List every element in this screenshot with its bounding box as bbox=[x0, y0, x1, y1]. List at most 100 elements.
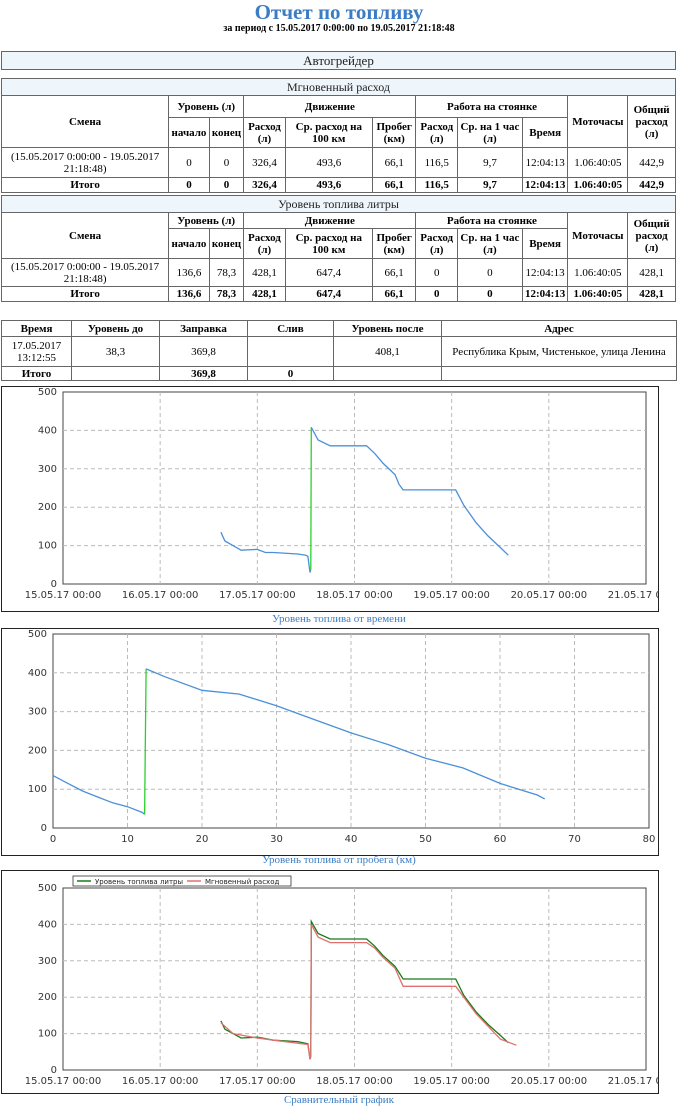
x-tick-label: 18.05.17 00:00 bbox=[316, 590, 393, 601]
chart-title: Сравнительный график bbox=[283, 1094, 395, 1106]
col-level-before: Уровень до bbox=[71, 320, 160, 337]
cell: 1.06:40:05 bbox=[567, 258, 629, 287]
cell: 369,8 bbox=[159, 336, 248, 367]
col-start: начало bbox=[168, 117, 210, 148]
col-address: Адрес bbox=[441, 320, 677, 337]
chart-svg: 15.05.17 00:00 16.05.17 00:00 17.05.17 00:… bbox=[1, 870, 659, 1094]
cell: 66,1 bbox=[371, 147, 417, 178]
cell: 66,1 bbox=[371, 177, 417, 193]
col-motohours: Моточасы bbox=[567, 95, 629, 148]
cell: 1.06:40:05 bbox=[567, 286, 629, 302]
x-tick-label: 18.05.17 00:00 bbox=[316, 1076, 393, 1087]
cell: 0 bbox=[208, 147, 245, 178]
cell: 136,6 bbox=[168, 286, 210, 302]
y-tick-label: 100 bbox=[38, 541, 57, 552]
col-perhour: Ср. на 1 час (л) bbox=[456, 228, 523, 259]
cell: 116,5 bbox=[415, 147, 459, 178]
table-row: 17.05.2017 13:12:55 38,3 369,8 408,1 Республ… bbox=[1, 336, 677, 367]
x-tick-label: 21.05.17 00:00 bbox=[608, 1076, 659, 1087]
y-tick-label: 200 bbox=[38, 992, 57, 1003]
cell: 369,8 bbox=[159, 366, 248, 381]
y-tick-label: 200 bbox=[28, 745, 47, 756]
y-tick-label: 0 bbox=[51, 1065, 57, 1076]
cell bbox=[71, 366, 160, 381]
col-mileage: Пробег (км) bbox=[371, 117, 417, 148]
cell: 12:04:13 bbox=[521, 286, 569, 302]
cell: 78,3 bbox=[208, 258, 245, 287]
x-tick-label: 20.05.17 00:00 bbox=[511, 590, 588, 601]
cell: 1.06:40:05 bbox=[567, 177, 629, 193]
cell: 0 bbox=[247, 366, 334, 381]
y-tick-label: 400 bbox=[38, 919, 57, 930]
table-row: (15.05.2017 0:00:00 - 19.05.2017 21:18:4… bbox=[0, 258, 676, 287]
col-shift: Смена bbox=[0, 95, 170, 148]
col-end: конец bbox=[208, 117, 245, 148]
fuel-level-table: Уровень топлива литры Смена Уровень (л) … bbox=[0, 195, 676, 302]
col-level: Уровень (л) bbox=[168, 95, 245, 118]
x-tick-label: 20.05.17 00:00 bbox=[511, 1076, 588, 1087]
chart-title: Уровень топлива от времени bbox=[272, 613, 406, 625]
cell: 428,1 bbox=[627, 258, 676, 287]
x-tick-label: 15.05.17 00:00 bbox=[25, 1076, 102, 1087]
y-tick-label: 300 bbox=[38, 464, 57, 475]
col-perhour: Ср. на 1 час (л) bbox=[457, 117, 523, 148]
chart-svg: 15.05.17 00:00 16.05.17 00:00 17.05.17 00:… bbox=[1, 386, 659, 612]
col-avg100: Ср. расход на 100 км bbox=[284, 228, 373, 259]
chart-level-time: 15.05.17 00:00 16.05.17 00:00 17.05.17 00:… bbox=[1, 386, 659, 612]
col-consumption: Расход (л) bbox=[243, 228, 286, 259]
col-pconsumption: Расход (л) bbox=[415, 117, 459, 148]
col-avg100: Ср. расход на 100 км bbox=[284, 117, 373, 148]
col-parking: Работа на стоянке bbox=[415, 95, 569, 118]
vehicle-name: Автогрейдер bbox=[1, 51, 676, 70]
col-refuel: Заправка bbox=[159, 320, 248, 337]
cell: 66,1 bbox=[371, 258, 417, 287]
cell: 78,3 bbox=[208, 286, 245, 302]
col-time: Время bbox=[521, 117, 569, 148]
x-tick-label: 40 bbox=[345, 834, 358, 845]
cell: 493,6 bbox=[284, 177, 373, 193]
y-tick-label: 400 bbox=[28, 668, 47, 679]
cell bbox=[247, 336, 334, 367]
x-tick-label: 20 bbox=[196, 834, 209, 845]
col-level-after: Уровень после bbox=[333, 320, 442, 337]
y-tick-label: 400 bbox=[38, 425, 57, 436]
y-tick-label: 100 bbox=[38, 1029, 57, 1040]
col-time: Время bbox=[521, 228, 569, 259]
y-tick-label: 0 bbox=[51, 579, 57, 590]
x-tick-label: 17.05.17 00:00 bbox=[219, 590, 296, 601]
col-movement: Движение bbox=[243, 95, 417, 118]
cell: 9,7 bbox=[457, 147, 523, 178]
chart-svg: 0 10 20 30 40 50 60 70 80 0 100 200 300 400 500 bbox=[1, 628, 659, 856]
y-tick-label: 500 bbox=[38, 883, 57, 894]
x-tick-label: 0 bbox=[50, 834, 56, 845]
cell: 12:04:13 bbox=[521, 258, 569, 287]
legend-entry: Уровень топлива литры bbox=[95, 878, 183, 886]
cell bbox=[441, 366, 677, 381]
col-total: Общий расход (л) bbox=[627, 95, 676, 148]
section-title: Уровень топлива литры bbox=[1, 195, 676, 213]
series-line bbox=[220, 924, 517, 1060]
table-row: (15.05.2017 0:00:00 - 19.05.2017 21:18:4… bbox=[0, 147, 676, 178]
x-tick-label: 16.05.17 00:00 bbox=[122, 1076, 199, 1087]
x-tick-label: 19.05.17 00:00 bbox=[413, 1076, 490, 1087]
cell: 1.06:40:05 bbox=[567, 147, 629, 178]
series-line bbox=[310, 426, 509, 556]
col-movement: Движение bbox=[243, 212, 417, 229]
x-tick-label: 30 bbox=[270, 834, 283, 845]
y-tick-label: 500 bbox=[28, 629, 47, 640]
cell: (15.05.2017 0:00:00 - 19.05.2017 21:18:4… bbox=[0, 147, 170, 178]
col-shift: Смена bbox=[0, 212, 170, 259]
cell: 428,1 bbox=[243, 286, 286, 302]
cell: 408,1 bbox=[333, 336, 442, 367]
cell: 442,9 bbox=[627, 147, 676, 178]
x-tick-label: 21.05.17 00:00 bbox=[608, 590, 659, 601]
col-mileage: Пробег (км) bbox=[371, 228, 417, 259]
cell: (15.05.2017 0:00:00 - 19.05.2017 21:18:4… bbox=[0, 258, 170, 287]
series-line bbox=[52, 775, 146, 815]
cell: 0 bbox=[415, 286, 458, 302]
report-title: Отчет по топливу bbox=[254, 0, 424, 24]
cell: 116,5 bbox=[415, 177, 459, 193]
cell: 647,4 bbox=[284, 258, 373, 287]
y-tick-label: 0 bbox=[41, 823, 47, 834]
cell: 0 bbox=[456, 258, 523, 287]
